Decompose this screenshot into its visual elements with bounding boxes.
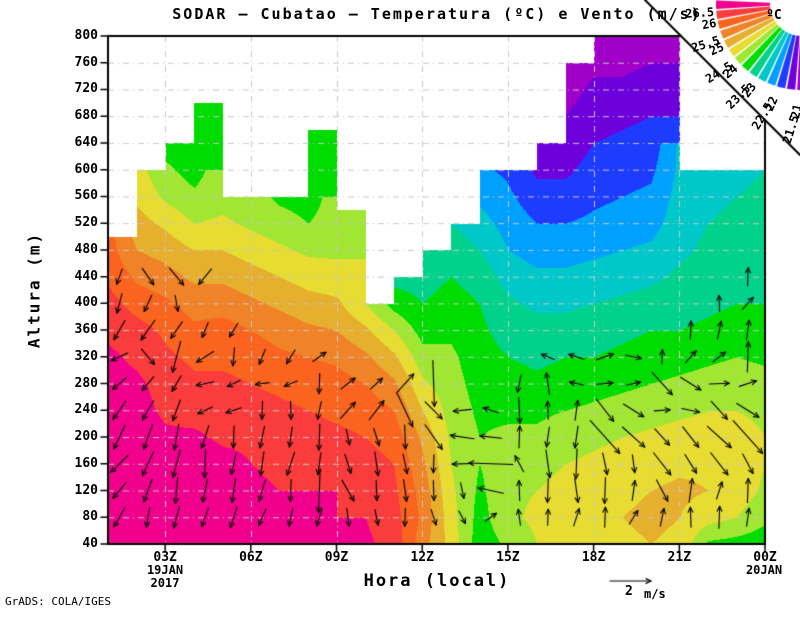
y-tick-label: 440 xyxy=(74,268,98,284)
y-tick-label: 480 xyxy=(74,241,98,257)
y-tick-label: 800 xyxy=(74,28,98,43)
y-tick-label: 320 xyxy=(74,348,98,364)
x-axis-start-date-line2: 2017 xyxy=(150,576,180,590)
x-tick-label: 09Z xyxy=(324,550,349,565)
y-tick-label: 520 xyxy=(74,215,98,231)
x-axis-end-date: 20JAN xyxy=(745,563,783,577)
y-axis-title: Altura (m) xyxy=(24,231,44,349)
y-tick-label: 640 xyxy=(74,134,98,150)
x-tick-label: 06Z xyxy=(239,550,263,565)
y-tick-label: 760 xyxy=(74,54,98,70)
x-tick-label: 12Z xyxy=(410,550,434,565)
x-tick-label: 21Z xyxy=(667,550,692,565)
chart-title: SODAR – Cubatao – Temperatura (ºC) e Ven… xyxy=(172,5,702,23)
y-tick-label: 40 xyxy=(82,536,98,551)
x-axis-title: Hora (local) xyxy=(363,571,511,591)
y-tick-label: 240 xyxy=(74,402,98,418)
x-tick-label: 18Z xyxy=(581,550,606,565)
y-tick-label: 120 xyxy=(74,482,98,498)
grads-credit: GrADS: COLA/IGES xyxy=(5,595,111,608)
y-tick-label: 80 xyxy=(82,509,98,525)
y-tick-label: 280 xyxy=(74,375,98,391)
y-tick-label: 680 xyxy=(74,108,98,124)
y-tick-label: 360 xyxy=(74,322,98,338)
legend-unit-label: ºC xyxy=(766,8,782,23)
y-tick-label: 720 xyxy=(74,81,98,97)
x-axis-start-date-line1: 19JAN xyxy=(146,563,184,577)
x-tick-label: 15Z xyxy=(496,550,520,565)
wind-scale-units: m/s xyxy=(644,587,666,601)
y-tick-label: 560 xyxy=(74,188,98,204)
y-tick-label: 400 xyxy=(74,295,98,311)
y-tick-label: 600 xyxy=(74,161,98,177)
x-tick-label: 03Z xyxy=(153,550,177,565)
wind-scale-value: 2 xyxy=(625,584,633,599)
y-tick-label: 200 xyxy=(74,429,98,445)
x-tick-label: 00Z xyxy=(753,550,777,565)
y-tick-label: 160 xyxy=(74,455,98,471)
